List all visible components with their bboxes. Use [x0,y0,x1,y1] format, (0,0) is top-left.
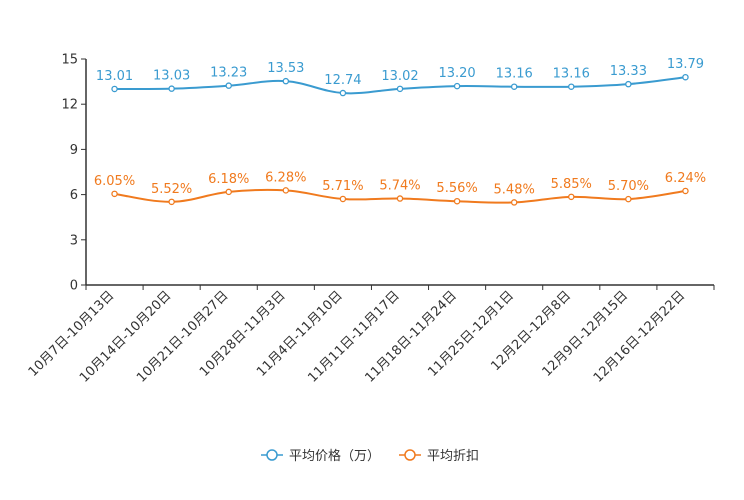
data-label: 13.16 [496,67,533,82]
data-label: 6.05% [94,174,135,189]
data-label: 12.74 [324,73,361,88]
y-axis-ticks: 0 3 6 9 12 15 [61,53,86,294]
data-point[interactable] [625,195,632,203]
data-point[interactable] [568,83,575,90]
data-label: 13.01 [96,69,133,84]
data-label: 13.79 [667,57,704,72]
data-point[interactable] [168,85,175,92]
data-point[interactable] [339,195,347,203]
data-point[interactable] [282,77,290,85]
data-label: 5.74% [379,179,420,194]
legend: 平均价格（万） 平均折扣 [261,448,479,464]
data-point[interactable] [510,199,518,206]
data-label: 13.02 [381,69,418,84]
data-point[interactable] [168,198,175,206]
data-label: 13.16 [553,67,590,82]
y-tick-label: 6 [70,188,78,203]
y-tick-label: 15 [61,53,78,68]
legend-item-discount[interactable]: 平均折扣 [399,449,479,464]
legend-price-label: 平均价格（万） [289,448,380,464]
x-axis-ticks: 10月7日-10月13日10月14日-10月20日10月21日-10月27日10… [26,285,715,386]
legend-item-price[interactable]: 平均价格（万） [261,448,380,464]
legend-discount-marker [404,449,416,461]
legend-discount-label: 平均折扣 [427,449,479,464]
data-point[interactable] [339,89,347,97]
data-label: 5.85% [551,177,592,192]
legend-price-marker [266,449,278,461]
data-point[interactable] [225,188,232,196]
data-label: 6.24% [665,171,706,186]
series-layer: 13.01 13.03 13.23 13.53 12.74 13.02 13.20 13.16… [94,57,706,206]
axes [85,59,714,286]
data-label: 5.56% [436,181,477,196]
data-point[interactable] [282,187,290,194]
data-point[interactable] [396,195,404,202]
data-label: 13.33 [610,64,647,79]
series-0: 13.01 13.03 13.23 13.53 12.74 13.02 13.20 13.16… [96,57,704,97]
y-tick-label: 12 [61,98,78,113]
data-point[interactable] [111,190,118,198]
data-label: 13.03 [153,69,190,84]
data-point[interactable] [510,83,518,90]
data-label: 6.28% [265,170,306,185]
data-label: 13.53 [267,61,304,76]
data-point[interactable] [225,82,232,89]
data-label: 5.48% [494,182,535,197]
series-1: 6.05% 5.52% 6.18% 6.28% 5.71% 5.74% 5.56% 5.48%… [94,170,706,206]
data-point[interactable] [682,187,689,195]
data-point[interactable] [111,85,118,93]
data-label: 6.18% [208,172,249,187]
data-label: 5.70% [608,179,649,194]
y-tick-label: 3 [70,233,78,248]
data-label: 5.71% [322,179,363,194]
data-point[interactable] [453,197,461,205]
data-point[interactable] [568,193,575,201]
data-point[interactable] [625,80,632,88]
y-tick-label: 9 [70,143,78,158]
y-tick-label: 0 [70,279,78,294]
data-point[interactable] [396,85,404,93]
data-label: 13.23 [210,66,247,81]
data-point[interactable] [453,82,461,90]
data-label: 13.20 [438,66,475,81]
data-label: 5.52% [151,182,192,197]
data-point[interactable] [682,73,689,81]
